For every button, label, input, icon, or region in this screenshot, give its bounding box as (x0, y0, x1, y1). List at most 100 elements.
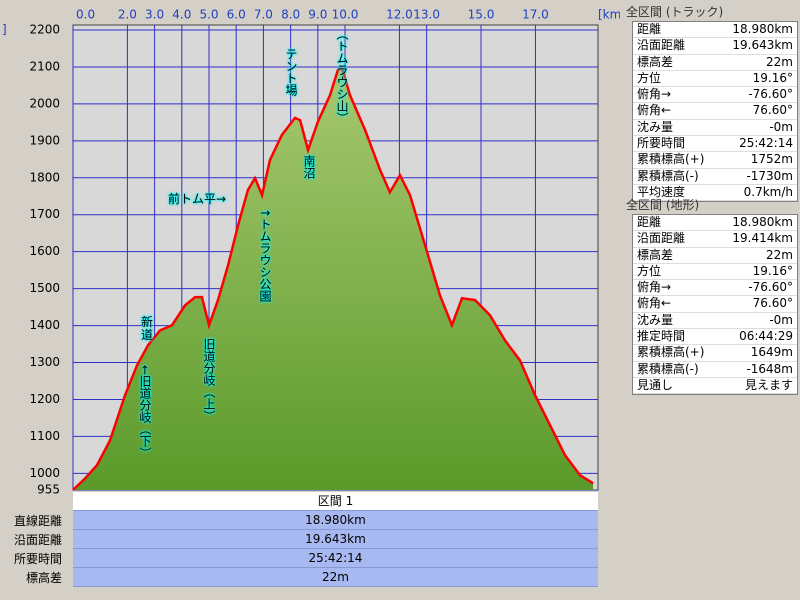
info-row: 沿面距離 19.414km (633, 231, 797, 248)
x-tick-label: 15.0 (468, 8, 495, 22)
info-label: 平均速度 (637, 184, 686, 199)
y-tick-label: 1500 (29, 281, 60, 295)
segment-label: 所要時間 (13, 552, 62, 566)
info-label: 距離 (637, 22, 662, 36)
info-label: 沿面距離 (637, 231, 686, 246)
panel-title: 全区間 (地形) (626, 198, 700, 212)
info-row: 沿面距離 19.643km (633, 38, 797, 55)
segment-value: 18.980km (73, 511, 598, 530)
y-tick-label: 1100 (29, 429, 60, 443)
x-tick-label: 0.0 (76, 8, 95, 22)
info-label: 標高差 (637, 54, 674, 69)
info-row: 俯角→ -76.60° (633, 87, 797, 104)
info-label: 累積標高(-) (637, 168, 699, 183)
segment-header: 区間 1 (73, 492, 598, 511)
info-value: 19.414km (732, 231, 793, 246)
info-panel: 距離 18.980km 沿面距離 19.414km 標高差 22m 方位 19.16° 俯角→ -… (632, 214, 798, 396)
y-tick-label: 1700 (29, 207, 60, 221)
info-value: -1730m (746, 168, 793, 183)
annotation: 新道 (140, 315, 153, 342)
info-label: 沿面距離 (637, 38, 686, 53)
info-label: 沈み量 (637, 119, 674, 134)
y-unit: ] (2, 23, 7, 37)
segment-label: 沿面距離 (13, 533, 62, 547)
info-row: 標高差 22m (633, 248, 797, 264)
info-row: 累積標高(-) -1648m (633, 362, 797, 378)
info-label: 所要時間 (637, 136, 686, 151)
y-tick-label: 1900 (29, 133, 60, 147)
x-tick-label: 3.0 (145, 8, 164, 22)
info-row: 俯角← 76.60° (633, 296, 797, 313)
annotation: 旧道分岐（上） (202, 338, 216, 422)
info-label: 推定時間 (637, 329, 686, 344)
segment-label: 標高差 (25, 571, 62, 585)
info-value: 06:44:29 (739, 329, 793, 344)
info-label: 見通し (637, 377, 674, 392)
info-row: 沈み量 -0m (633, 312, 797, 330)
terrain-area (73, 68, 594, 491)
segment-value: 22m (73, 568, 598, 587)
annotation: テント場 (284, 48, 298, 96)
x-tick-label: 6.0 (227, 8, 246, 22)
info-row: 累積標高(+) 1752m (633, 152, 797, 169)
profile-chart: ] [km] 955 1000 1100 1200 1300 1400 1500 1600 17… (2, 8, 620, 497)
info-value: 見えます (744, 377, 793, 392)
info-value: 1649m (750, 345, 793, 360)
y-tick-label: 2200 (29, 23, 60, 37)
info-row: 所要時間 25:42:14 (633, 136, 797, 153)
info-label: 方位 (637, 263, 662, 278)
info-row: 累積標高(-) -1730m (633, 169, 797, 185)
info-value: 19.16° (752, 263, 793, 278)
annotation: 南沼 (302, 155, 316, 179)
info-value: 18.980km (732, 215, 793, 229)
info-value: 22m (766, 54, 793, 69)
annotation: ←旧道分岐（下） (138, 365, 152, 460)
info-value: -76.60° (748, 87, 793, 102)
info-row: 平均速度 0.7km/h (633, 184, 797, 202)
info-row: 沈み量 -0m (633, 119, 797, 137)
panel-title: 全区間 (トラック) (626, 5, 724, 19)
info-value: -76.60° (748, 280, 793, 295)
info-row: 標高差 22m (633, 55, 797, 71)
info-value: 19.16° (752, 70, 793, 85)
info-value: -1648m (746, 361, 793, 376)
info-row: 見通し 見えます (633, 377, 797, 395)
y-tick-label: 1200 (29, 392, 60, 406)
info-label: 標高差 (637, 247, 674, 262)
info-label: 俯角→ (637, 87, 672, 102)
x-tick-label: 7.0 (254, 8, 273, 22)
track-line (72, 66, 594, 491)
info-value: 76.60° (752, 103, 793, 118)
info-row: 距離 18.980km (633, 22, 797, 39)
info-value: 76.60° (752, 296, 793, 311)
info-value: -0m (769, 312, 793, 327)
annotation: （トムラウシ山） (335, 28, 349, 124)
info-label: 累積標高(+) (637, 152, 705, 167)
x-tick-label: 2.0 (118, 8, 137, 22)
annotation: 前トム平→ (168, 192, 227, 206)
segment-value: 25:42:14 (73, 549, 598, 568)
info-value: -0m (769, 119, 793, 134)
y-tick-label: 1300 (29, 355, 60, 369)
x-tick-label: 12.0 (386, 8, 413, 22)
segment-value: 19.643km (73, 530, 598, 549)
info-value: 19.643km (732, 38, 793, 53)
info-value: 0.7km/h (743, 184, 793, 199)
info-label: 沈み量 (637, 312, 674, 327)
x-tick-label: 5.0 (199, 8, 218, 22)
info-row: 俯角→ -76.60° (633, 280, 797, 297)
info-row: 累積標高(+) 1649m (633, 345, 797, 362)
x-tick-label: 9.0 (308, 8, 327, 22)
y-tick-label: 1000 (29, 466, 60, 480)
info-row: 方位 19.16° (633, 263, 797, 281)
info-row: 方位 19.16° (633, 70, 797, 88)
info-label: 方位 (637, 70, 662, 85)
info-label: 累積標高(-) (637, 361, 699, 376)
info-value: 1752m (750, 152, 793, 167)
info-value: 18.980km (732, 22, 793, 36)
y-tick-label: 1800 (29, 170, 60, 184)
x-tick-label: 10.0 (332, 8, 359, 22)
y-tick-label: 1600 (29, 244, 60, 258)
info-label: 俯角→ (637, 280, 672, 295)
